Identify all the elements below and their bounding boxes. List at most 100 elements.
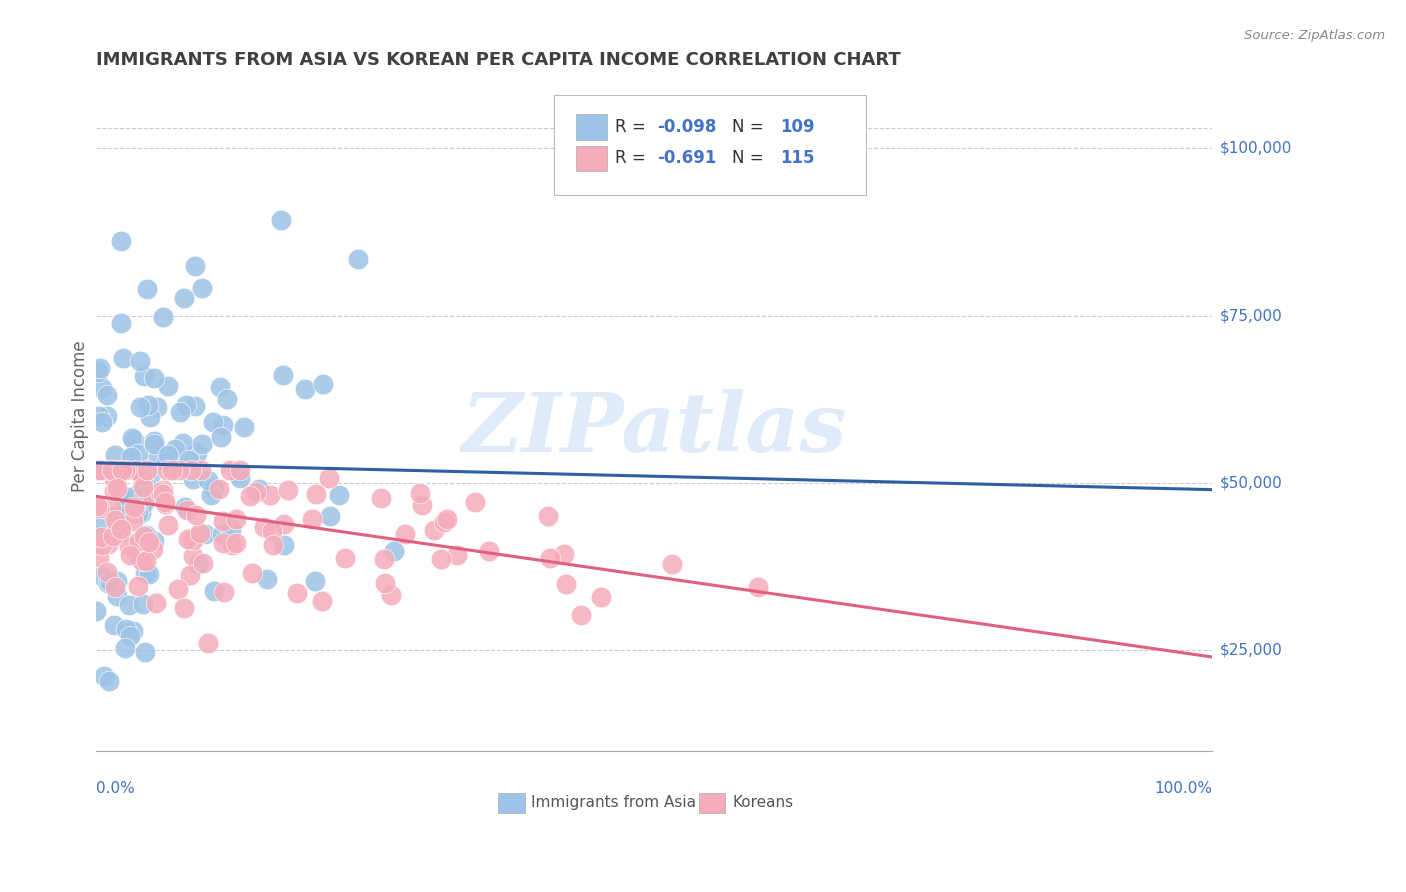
Point [122, 500, 145, 514]
Point [319, 509, 342, 524]
Point [134, 369, 156, 384]
Point [97, 536, 120, 550]
FancyBboxPatch shape [576, 145, 607, 171]
Point [120, 450, 142, 464]
Point [128, 353, 150, 368]
Text: 100.0%: 100.0% [1154, 781, 1212, 797]
Point [429, 551, 451, 566]
Point [131, 597, 153, 611]
Point [112, 508, 135, 522]
Point [394, 527, 416, 541]
Point [301, 512, 323, 526]
Point [186, 446, 208, 460]
FancyBboxPatch shape [554, 95, 866, 195]
Point [591, 590, 613, 604]
Point [285, 586, 308, 600]
Point [100, 508, 122, 523]
Text: R =: R = [614, 149, 651, 168]
Point [537, 508, 560, 523]
Point [145, 400, 167, 414]
Point [155, 494, 177, 508]
Point [188, 525, 211, 540]
Point [152, 483, 174, 498]
Point [90, 569, 112, 583]
Point [273, 538, 295, 552]
Point [464, 495, 486, 509]
Point [433, 515, 456, 529]
FancyBboxPatch shape [699, 793, 725, 813]
Point [221, 538, 243, 552]
Point [121, 624, 143, 638]
Point [105, 481, 128, 495]
Point [256, 572, 278, 586]
Point [253, 520, 276, 534]
Point [103, 617, 125, 632]
Point [240, 566, 263, 580]
Point [111, 462, 134, 476]
Point [155, 455, 177, 469]
Point [101, 462, 124, 476]
Point [132, 473, 155, 487]
Point [219, 462, 242, 476]
FancyBboxPatch shape [576, 114, 607, 139]
Point [374, 575, 396, 590]
Point [183, 533, 205, 548]
Point [373, 552, 395, 566]
Point [169, 404, 191, 418]
Point [89, 360, 111, 375]
Point [89, 550, 111, 565]
Point [152, 487, 174, 501]
Point [219, 522, 242, 536]
Text: 0.0%: 0.0% [96, 781, 135, 797]
Point [134, 645, 156, 659]
Point [191, 437, 214, 451]
Point [105, 476, 128, 491]
Point [259, 488, 281, 502]
Point [91, 463, 114, 477]
Point [209, 380, 232, 394]
Point [100, 462, 122, 476]
Point [176, 532, 198, 546]
Point [273, 368, 295, 383]
Point [152, 310, 174, 324]
Point [120, 629, 142, 643]
Point [132, 528, 155, 542]
Point [273, 517, 295, 532]
Point [121, 431, 143, 445]
Point [294, 382, 316, 396]
Point [201, 415, 224, 429]
Point [89, 409, 111, 423]
Point [270, 213, 292, 227]
FancyBboxPatch shape [498, 793, 524, 813]
Point [370, 491, 392, 506]
Text: IMMIGRANTS FROM ASIA VS KOREAN PER CAPITA INCOME CORRELATION CHART: IMMIGRANTS FROM ASIA VS KOREAN PER CAPIT… [96, 51, 901, 69]
Point [569, 608, 592, 623]
Point [229, 471, 252, 485]
Point [202, 584, 225, 599]
Point [181, 549, 204, 563]
Point [380, 588, 402, 602]
Point [538, 551, 561, 566]
Point [226, 466, 249, 480]
Point [148, 450, 170, 465]
Point [131, 469, 153, 483]
Point [111, 517, 134, 532]
Point [184, 259, 207, 273]
Point [347, 252, 370, 266]
Text: $50,000: $50,000 [1220, 475, 1282, 491]
Text: $75,000: $75,000 [1220, 308, 1282, 323]
Text: N =: N = [733, 149, 769, 168]
Point [197, 473, 219, 487]
Point [328, 488, 350, 502]
Point [180, 462, 202, 476]
Point [122, 433, 145, 447]
Point [211, 527, 233, 541]
Text: ZIPatlas: ZIPatlas [461, 390, 846, 469]
Point [111, 351, 134, 365]
Point [96, 387, 118, 401]
Point [127, 487, 149, 501]
Text: Koreans: Koreans [733, 796, 793, 811]
Point [136, 398, 159, 412]
Point [143, 533, 166, 548]
Point [142, 437, 165, 451]
